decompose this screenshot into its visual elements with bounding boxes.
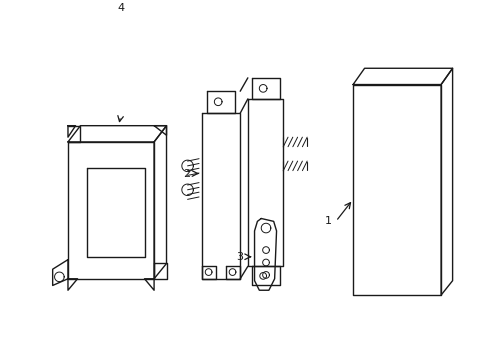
Text: 2: 2: [183, 168, 190, 179]
Text: 1: 1: [325, 216, 331, 226]
Text: 3: 3: [236, 252, 243, 262]
Text: 4: 4: [117, 3, 124, 13]
